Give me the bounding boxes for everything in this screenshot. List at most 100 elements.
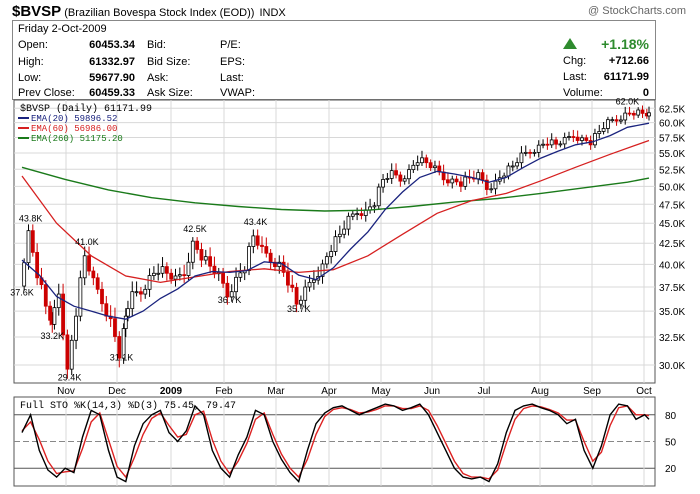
candle-body (359, 213, 364, 216)
candle-body (324, 256, 329, 265)
vwap-label: VWAP: (220, 87, 256, 99)
candle-body (545, 143, 550, 146)
y-tick-label: 30.0K (659, 361, 685, 372)
y-tick-label: 45.0K (659, 219, 685, 230)
candle-body (584, 137, 589, 141)
prev-close-value: 60459.33 (89, 87, 135, 99)
candle-body (580, 137, 584, 141)
ema60-line (21, 139, 650, 284)
candle-body (234, 276, 238, 293)
candle-body (562, 137, 567, 145)
low-label: Low: (18, 72, 42, 84)
candle-body (126, 308, 130, 317)
price-annotation: 43.4K (244, 217, 268, 227)
ask-size-label: Ask Size: (147, 87, 193, 99)
candle-body (260, 244, 264, 247)
price-annotation: 31.1K (110, 352, 134, 362)
candle-body (640, 109, 645, 114)
x-tick-label: Apr (321, 386, 337, 397)
candle-body (506, 165, 511, 177)
candle-body (554, 139, 558, 145)
x-tick-label: Nov (57, 386, 75, 397)
candle-body (606, 119, 610, 129)
x-tick-label: Dec (108, 386, 126, 397)
candle-body (558, 143, 563, 146)
candle-body (428, 162, 433, 169)
candle-body (281, 261, 286, 273)
candle-body (48, 305, 53, 321)
chg-label: Chg: (563, 55, 587, 67)
y-tick-label: 32.5K (659, 333, 685, 344)
candle-body (402, 178, 407, 182)
candle-body (614, 119, 619, 122)
y-tick-label: 47.5K (659, 200, 685, 211)
candle-body (268, 252, 273, 263)
candle-body (22, 262, 27, 287)
stochastic-tick-label: 20 (665, 464, 677, 475)
x-tick-label: Jul (478, 386, 491, 397)
candle-body (229, 291, 234, 298)
quote-panel: Friday 2-Oct-2009 Open: 60453.34 High: 6… (12, 20, 656, 100)
price-annotation: 62.0K (616, 96, 640, 106)
last-label: Last: (220, 72, 244, 84)
candle-body (346, 215, 351, 230)
candle-body (519, 152, 524, 164)
candle-body (463, 176, 468, 187)
percent-change: +1.18% (601, 36, 649, 52)
prev-close-label: Prev Close: (18, 87, 75, 99)
x-tick-label: Oct (636, 386, 652, 397)
candle-body (208, 256, 213, 267)
y-tick-label: 37.5K (659, 283, 685, 294)
eps-label: EPS: (220, 56, 246, 68)
candle-body (510, 165, 515, 168)
candle-body (484, 179, 489, 190)
candle-body (372, 205, 377, 208)
candle-body (225, 282, 230, 298)
candle-body (294, 287, 299, 305)
candle-body (87, 255, 91, 272)
x-tick-label: Jun (424, 386, 440, 397)
candle-body (532, 151, 537, 154)
high-label: High: (18, 56, 44, 68)
candle-body (160, 266, 165, 274)
candle-body (147, 275, 152, 290)
candle-body (35, 251, 40, 279)
quote-date: Friday 2-Oct-2009 (18, 23, 107, 35)
candle-body (575, 136, 580, 141)
price-annotation: 41.0K (75, 237, 99, 247)
price-panel-title: $BVSP (Daily) 61171.99 (20, 103, 152, 115)
y-tick-label: 40.0K (659, 260, 685, 271)
candle-body (528, 151, 532, 154)
candle-body (61, 293, 65, 336)
candle-body (350, 213, 355, 217)
x-tick-label: Sep (583, 386, 601, 397)
candle-body (195, 240, 200, 250)
candle-body (398, 174, 403, 182)
candle-body (303, 286, 308, 301)
candle-body (415, 162, 420, 166)
candle-body (143, 288, 148, 295)
candle-body (134, 291, 139, 294)
candle-body (536, 144, 541, 153)
candle-body (190, 240, 195, 263)
pe-label: P/E: (220, 39, 241, 51)
open-label: Open: (18, 39, 48, 51)
candle-body (251, 235, 256, 247)
candle-body (610, 119, 615, 122)
y-tick-label: 42.5K (659, 239, 685, 250)
candle-body (69, 339, 74, 370)
low-value: 59677.90 (89, 72, 135, 84)
open-value: 60453.34 (89, 39, 135, 51)
price-annotation: 37.6K (10, 287, 34, 297)
candle-body (493, 180, 498, 190)
candle-body (311, 279, 316, 283)
stockcharts-credit[interactable]: @ StockCharts.com (588, 5, 686, 17)
candle-body (389, 170, 394, 179)
candle-body (221, 271, 225, 284)
candle-body (95, 277, 100, 290)
candle-body (173, 275, 178, 280)
y-tick-label: 62.5K (659, 104, 685, 115)
candle-body (264, 246, 269, 254)
candle-body (255, 235, 260, 246)
candle-body (571, 136, 576, 138)
